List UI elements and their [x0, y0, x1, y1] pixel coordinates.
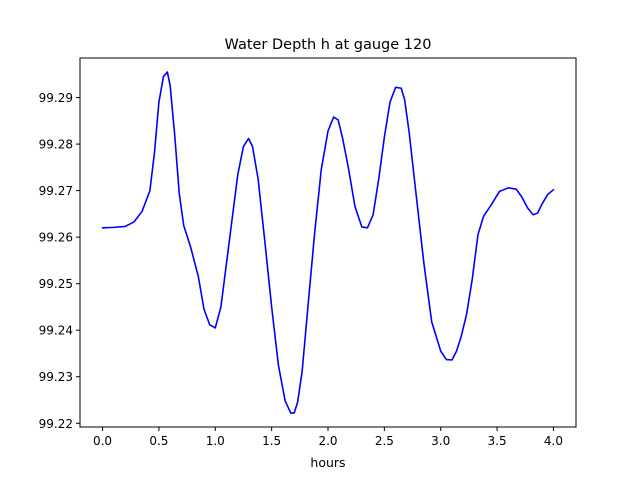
y-tick-label: 99.26 — [39, 231, 73, 245]
y-tick-label: 99.28 — [39, 138, 73, 152]
y-tick-label: 99.23 — [39, 370, 73, 384]
y-axis: 99.22 99.23 99.24 99.25 99.26 99.27 99.28 99.29 — [39, 91, 80, 431]
x-tick-label: 2.0 — [318, 434, 337, 448]
x-tick-label: 0.0 — [93, 434, 112, 448]
y-tick-label: 99.22 — [39, 417, 73, 431]
series-line-1 — [101, 71, 555, 414]
chart-title: Water Depth h at gauge 120 — [225, 37, 432, 53]
y-tick-label: 99.24 — [39, 324, 73, 338]
x-axis-label: hours — [310, 455, 345, 470]
y-tick-label: 99.27 — [39, 184, 73, 198]
x-tick-label: 2.5 — [375, 434, 394, 448]
x-tick-label: 3.0 — [431, 434, 450, 448]
plot-area — [101, 71, 555, 414]
x-tick-label: 3.5 — [488, 434, 507, 448]
y-tick-label: 99.29 — [39, 91, 73, 105]
x-axis: 0.0 0.5 1.0 1.5 2.0 2.5 3.0 3.5 4.0 — [93, 427, 563, 448]
y-tick-label: 99.25 — [39, 277, 73, 291]
x-tick-label: 0.5 — [149, 434, 168, 448]
x-tick-label: 4.0 — [544, 434, 563, 448]
x-tick-label: 1.0 — [206, 434, 225, 448]
x-tick-label: 1.5 — [262, 434, 281, 448]
plot-frame — [79, 57, 577, 428]
